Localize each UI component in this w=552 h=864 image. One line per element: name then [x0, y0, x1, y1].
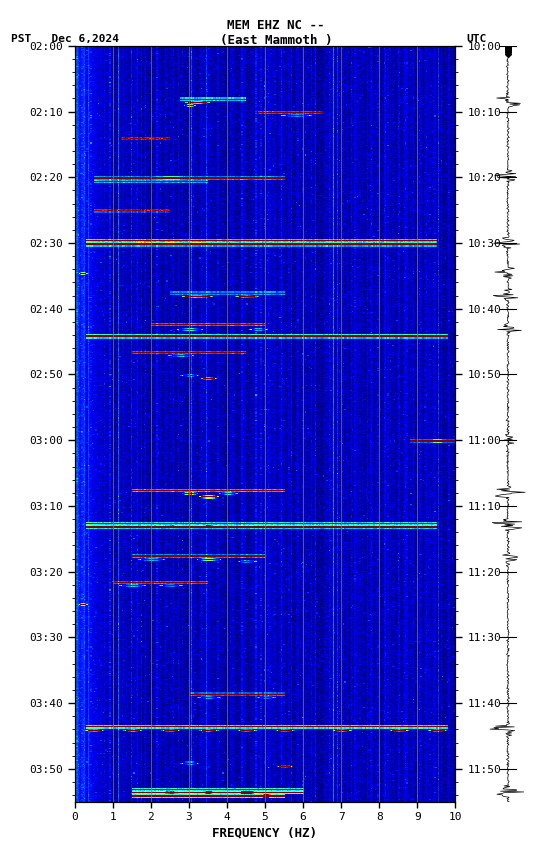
X-axis label: FREQUENCY (HZ): FREQUENCY (HZ) — [213, 826, 317, 839]
Text: PST   Dec 6,2024: PST Dec 6,2024 — [11, 34, 119, 44]
Text: UTC: UTC — [466, 34, 487, 44]
Text: (East Mammoth ): (East Mammoth ) — [220, 34, 332, 47]
Text: MEM EHZ NC --: MEM EHZ NC -- — [227, 19, 325, 32]
